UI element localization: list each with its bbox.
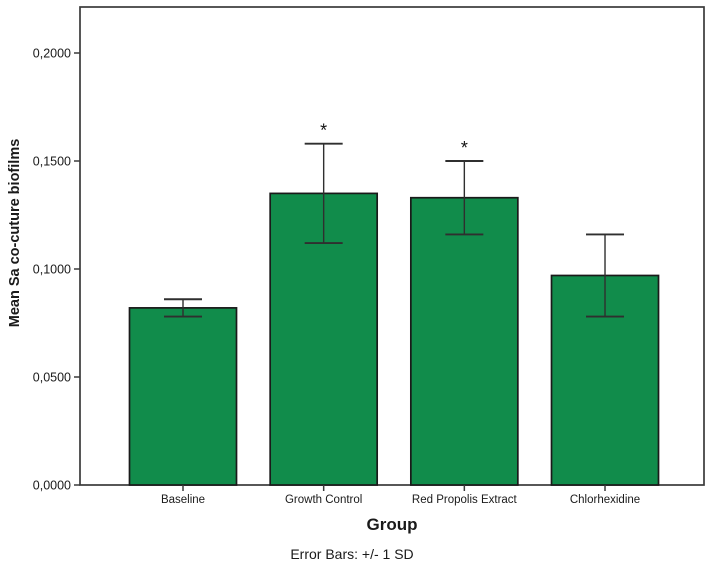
x-tick-label: Growth Control [285, 494, 362, 506]
plot-frame [79, 6, 705, 486]
y-tick-label: 0,0500 [33, 371, 71, 385]
significance-asterisk: * [320, 121, 327, 141]
significance-asterisk: * [461, 138, 468, 158]
plot-area: 0,0000 0,0500 0,1000 0,1500 0,2000 Baseline * G… [33, 6, 705, 506]
y-tick-label: 0,0000 [33, 479, 71, 493]
y-tick-label: 0,1500 [33, 155, 71, 169]
bar-baseline [128, 307, 238, 486]
error-bars-caption: Error Bars: +/- 1 SD [290, 546, 413, 562]
x-tick-label: Chlorhexidine [570, 494, 640, 506]
y-tick-label: 0,2000 [33, 47, 71, 61]
x-tick-label: Baseline [161, 494, 205, 506]
x-tick-label: Red Propolis Extract [412, 494, 518, 506]
x-axis-title: Group [367, 515, 418, 534]
y-tick-label: 0,1000 [33, 263, 71, 277]
y-axis-title: Mean Sa co-cuture biofilms [7, 139, 23, 328]
bar-red-propolis-extract [409, 196, 519, 486]
